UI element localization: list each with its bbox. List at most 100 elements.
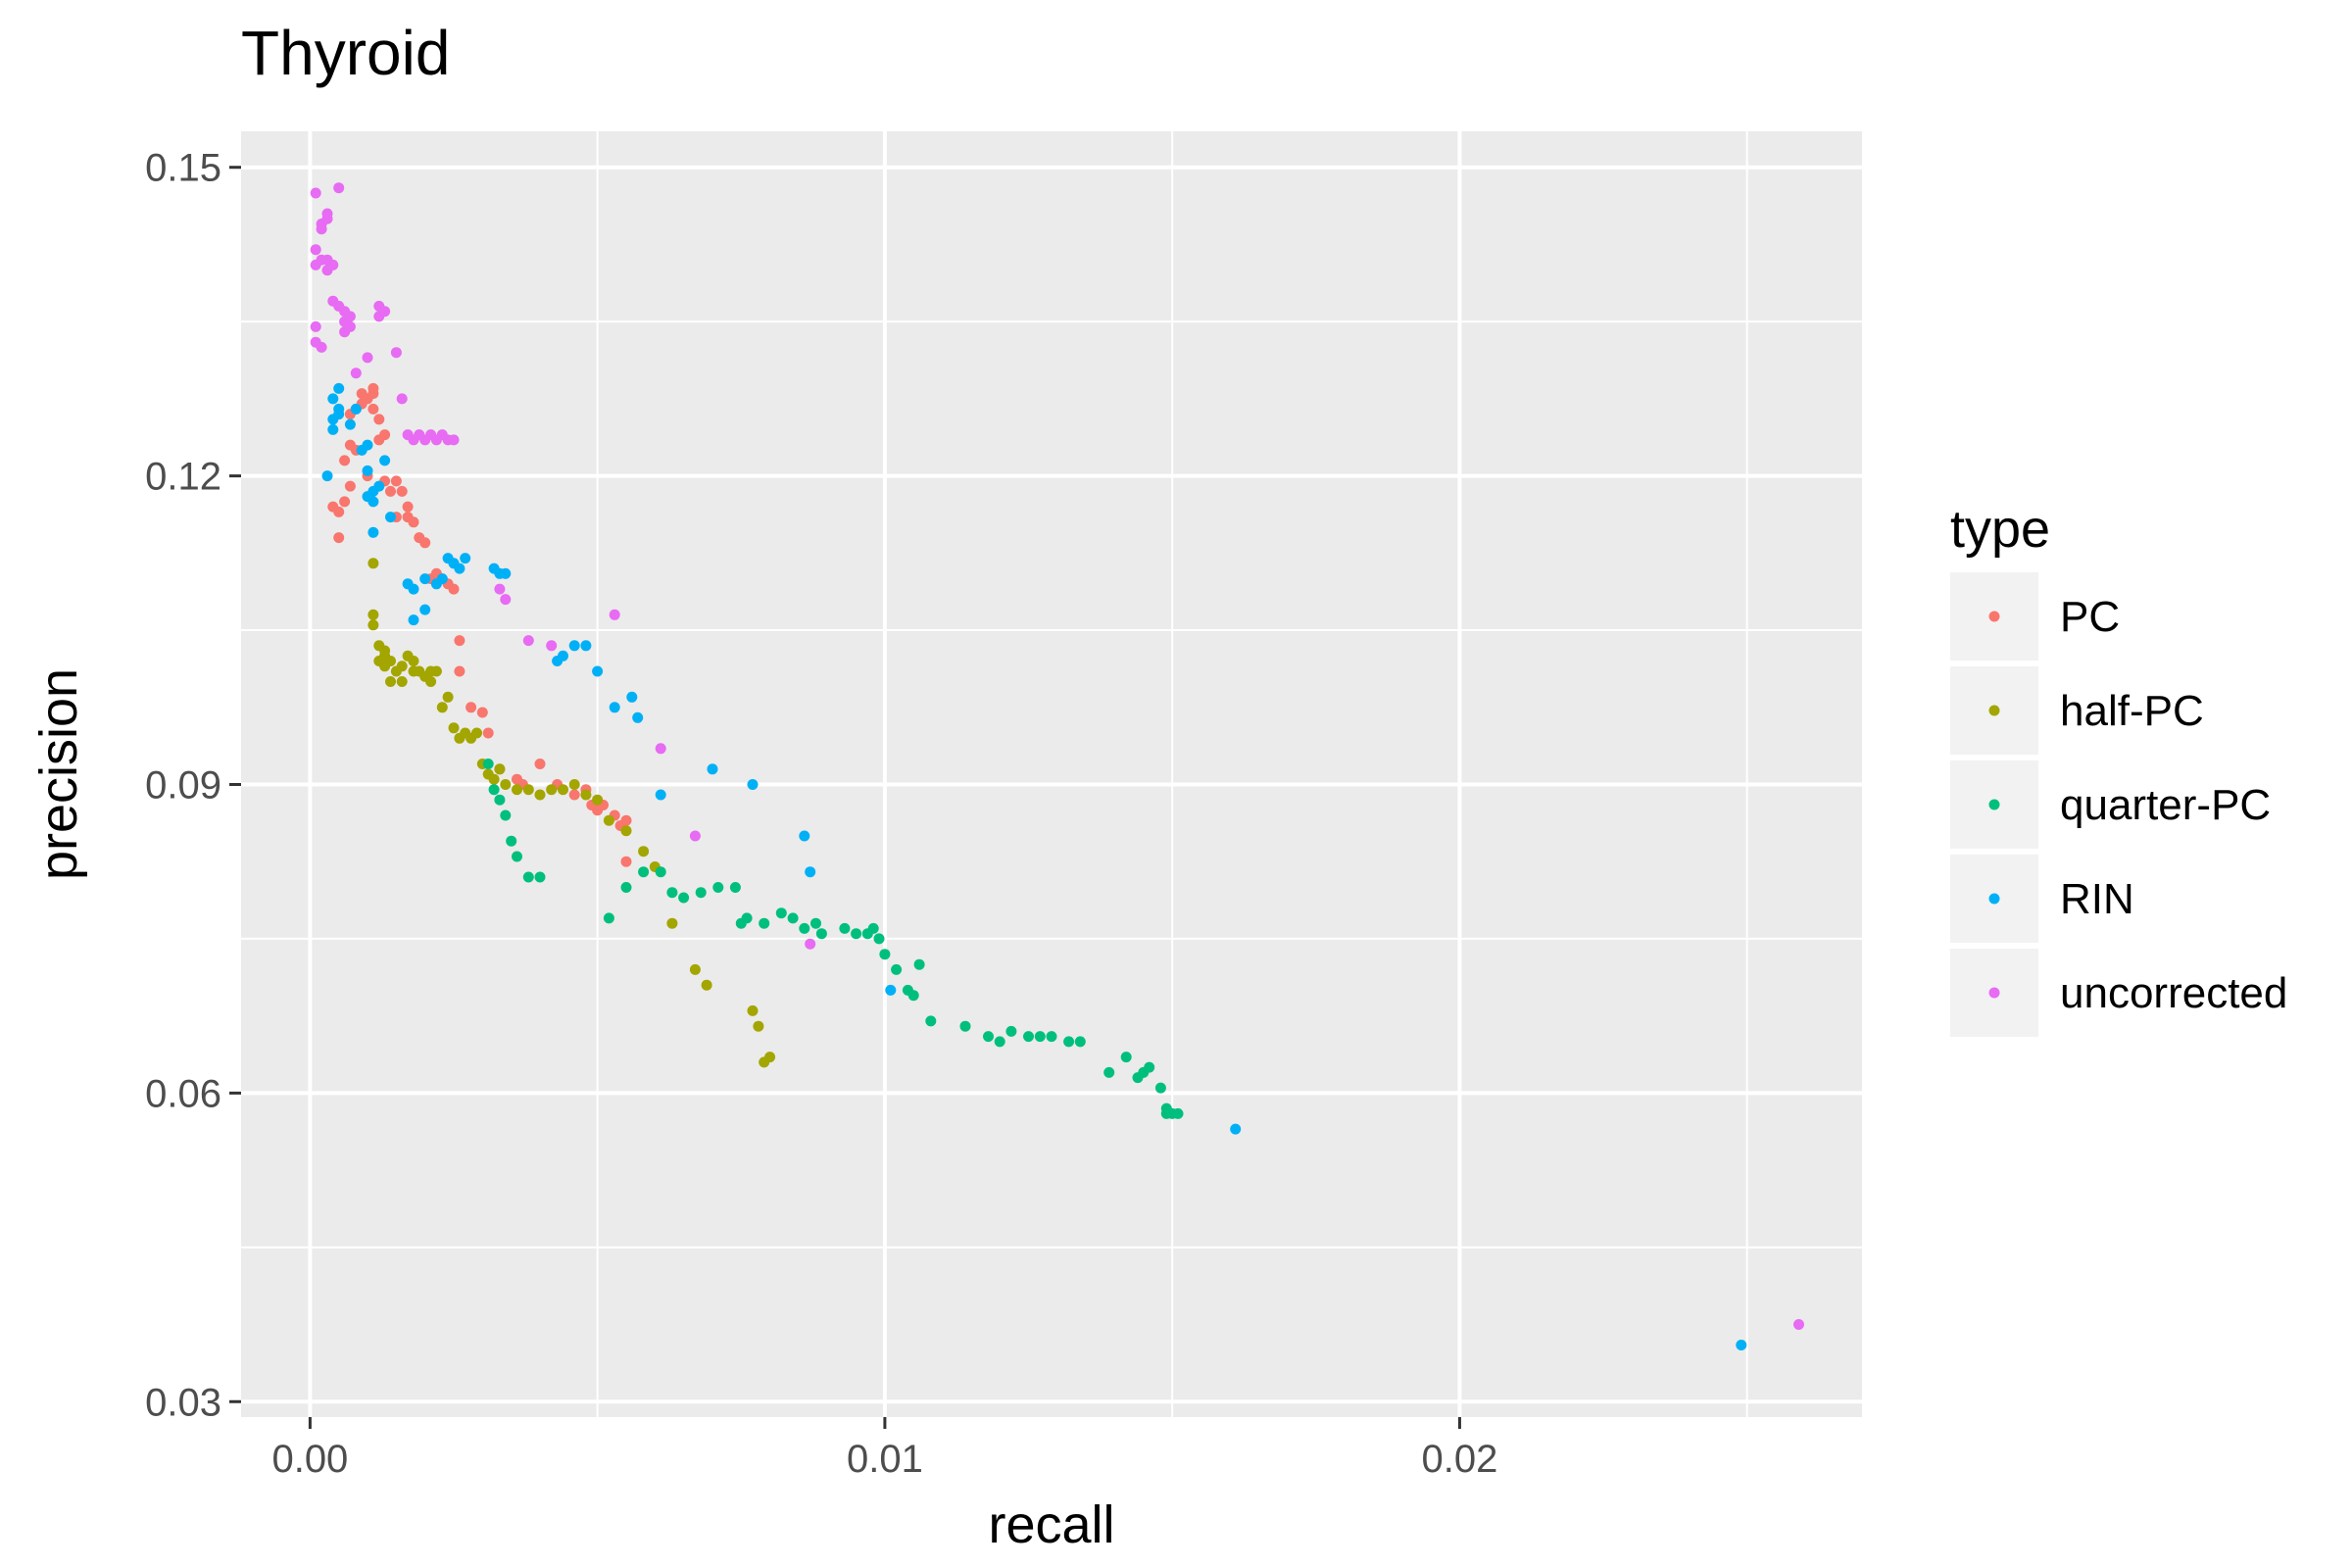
point-rin [799, 830, 810, 842]
point-rin [805, 866, 816, 878]
point-pc [379, 429, 391, 441]
point-quarter-pc [775, 907, 787, 919]
point-quarter-pc [810, 917, 821, 929]
point-pc [333, 506, 345, 517]
legend-swatch-rin [1988, 893, 2000, 905]
point-quarter-pc [839, 922, 851, 934]
point-half-pc [753, 1020, 764, 1032]
point-pc [368, 388, 379, 400]
point-half-pc [385, 676, 396, 687]
major-gridlines [241, 131, 1862, 1417]
point-quarter-pc [695, 887, 707, 899]
point-uncorrected [494, 583, 506, 595]
point-pc [339, 496, 351, 508]
point-pc [454, 635, 466, 647]
point-half-pc [603, 814, 614, 826]
point-quarter-pc [482, 759, 494, 769]
point-quarter-pc [1023, 1031, 1034, 1043]
point-uncorrected [546, 640, 558, 652]
point-rin [460, 553, 471, 564]
point-rin [1230, 1123, 1242, 1135]
point-pc [568, 789, 580, 801]
point-rin [580, 640, 592, 652]
point-pc [419, 537, 431, 549]
point-quarter-pc [787, 912, 799, 924]
point-rin [747, 779, 759, 790]
point-rin [609, 702, 620, 713]
point-uncorrected [344, 311, 356, 322]
point-uncorrected [500, 594, 512, 606]
y-tick-label: 0.12 [145, 456, 221, 499]
point-quarter-pc [1063, 1036, 1075, 1048]
point-half-pc [396, 676, 408, 687]
point-rin [344, 418, 356, 430]
y-tick-label: 0.06 [145, 1072, 221, 1115]
point-quarter-pc [655, 866, 666, 878]
legend-swatch-uncorrected [1988, 987, 2000, 999]
point-uncorrected [316, 223, 327, 235]
point-rin [558, 650, 568, 662]
plot-panel [241, 131, 1862, 1417]
point-quarter-pc [913, 958, 925, 970]
x-tick-label: 0.01 [847, 1438, 923, 1481]
point-pc [620, 814, 632, 826]
point-half-pc [546, 784, 558, 796]
point-half-pc [592, 794, 604, 806]
point-uncorrected [310, 320, 321, 332]
point-pc [402, 501, 414, 513]
point-uncorrected [379, 306, 391, 318]
point-rin [408, 614, 419, 626]
point-uncorrected [448, 434, 460, 446]
point-quarter-pc [1154, 1082, 1166, 1094]
point-rin [632, 711, 644, 723]
point-quarter-pc [512, 851, 522, 862]
point-quarter-pc [712, 882, 724, 893]
point-pc [466, 702, 477, 713]
point-half-pc [442, 691, 454, 703]
point-quarter-pc [488, 784, 500, 796]
point-half-pc [448, 722, 460, 734]
point-rin [362, 439, 373, 451]
point-half-pc [568, 779, 580, 790]
point-half-pc [558, 784, 568, 796]
point-quarter-pc [983, 1031, 994, 1043]
legend-swatch-half-pc [1988, 705, 2000, 716]
point-half-pc [666, 917, 678, 929]
y-tick-label: 0.03 [145, 1381, 221, 1424]
point-pc [408, 516, 419, 528]
point-rin [333, 409, 345, 420]
point-uncorrected [350, 368, 362, 379]
point-half-pc [385, 656, 396, 666]
point-rin [327, 393, 339, 405]
point-half-pc [500, 779, 512, 790]
point-uncorrected [327, 259, 339, 270]
point-rin [655, 789, 666, 801]
point-half-pc [379, 645, 391, 657]
point-rin [500, 567, 512, 579]
point-rin [385, 512, 396, 523]
point-half-pc [488, 773, 500, 785]
point-quarter-pc [666, 887, 678, 899]
point-half-pc [408, 656, 419, 666]
point-half-pc [436, 702, 448, 713]
point-quarter-pc [1172, 1107, 1184, 1119]
point-rin [419, 604, 431, 615]
point-half-pc [368, 609, 379, 620]
legend-title: type [1950, 500, 2050, 559]
point-quarter-pc [500, 809, 512, 821]
point-uncorrected [390, 347, 402, 359]
legend-swatch-pc [1988, 611, 2000, 622]
point-rin [327, 423, 339, 435]
point-uncorrected [655, 743, 666, 755]
point-quarter-pc [873, 933, 885, 945]
legend: type PC half-PC quarter-PC RIN uncorrected [1950, 500, 2287, 1037]
point-quarter-pc [891, 963, 903, 975]
legend-label-quarter-pc: quarter-PC [2060, 781, 2271, 829]
minor-gridlines [241, 131, 1862, 1417]
point-uncorrected [805, 938, 816, 950]
point-quarter-pc [1046, 1031, 1057, 1043]
point-quarter-pc [522, 871, 534, 883]
point-quarter-pc [729, 882, 741, 893]
point-half-pc [580, 789, 592, 801]
